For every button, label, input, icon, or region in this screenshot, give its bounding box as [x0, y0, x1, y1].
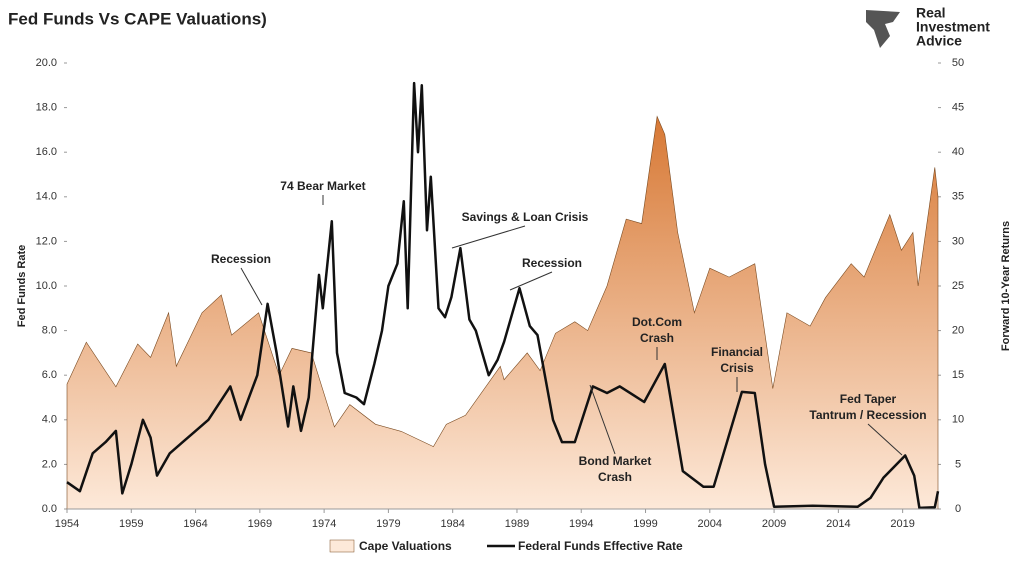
- y2-tick-label: 35: [952, 191, 964, 203]
- annotation-pointer: [451, 225, 526, 249]
- x-tick-label: 1984: [440, 518, 464, 530]
- x-tick-label: 1974: [312, 518, 336, 530]
- x-tick-label: 1964: [183, 518, 207, 530]
- y2-tick-label: 50: [952, 57, 964, 69]
- logo-text: Real: [916, 5, 946, 21]
- y-tick-label: 4.0: [42, 414, 57, 426]
- legend-swatch: [329, 539, 355, 553]
- annotation: Bond Market: [579, 454, 652, 468]
- x-tick-label: 2004: [698, 518, 722, 530]
- x-tick-label: 1989: [505, 518, 529, 530]
- y2-tick-label: 10: [952, 414, 964, 426]
- y-tick-label: 6.0: [42, 369, 57, 381]
- y-tick-label: 18.0: [36, 102, 57, 114]
- y-tick-label: 2.0: [42, 458, 57, 470]
- annotation-pointer: [509, 271, 553, 291]
- annotation: Crash: [598, 470, 632, 484]
- legend-label: Federal Funds Effective Rate: [518, 539, 683, 553]
- y2-tick-label: 5: [955, 458, 961, 470]
- annotation: Recession: [522, 256, 582, 270]
- annotation: Fed Taper: [840, 392, 897, 406]
- y-tick-label: 0.0: [42, 503, 57, 515]
- annotation: Recession: [211, 252, 271, 266]
- annotation: Tantrum / Recession: [809, 408, 926, 422]
- y-tick-label: 12.0: [36, 235, 57, 247]
- y2-axis-label: Forward 10-Year Returns: [1000, 221, 1012, 351]
- y2-tick-label: 0: [955, 503, 961, 515]
- logo-text: Investment: [916, 19, 990, 35]
- y-tick-label: 8.0: [42, 325, 57, 337]
- x-tick-label: 1959: [119, 518, 143, 530]
- x-tick-label: 1979: [376, 518, 400, 530]
- annotation-pointer: [867, 423, 903, 456]
- x-tick-label: 2014: [826, 518, 850, 530]
- annotation: Financial: [711, 345, 763, 359]
- x-tick-label: 1954: [55, 518, 79, 530]
- annotation: Crisis: [720, 361, 754, 375]
- y2-tick-label: 45: [952, 102, 964, 114]
- x-tick-label: 2019: [890, 518, 914, 530]
- logo-text: Advice: [916, 33, 962, 49]
- annotation: Dot.Com: [632, 315, 682, 329]
- y2-tick-label: 40: [952, 146, 964, 158]
- x-tick-label: 1994: [569, 518, 593, 530]
- y2-tick-label: 25: [952, 280, 964, 292]
- chart-title: Fed Funds Vs CAPE Valuations): [8, 9, 267, 28]
- line: [66, 81, 940, 510]
- y-axis-label: Fed Funds Rate: [16, 245, 28, 328]
- annotation-pointer: [589, 384, 616, 455]
- y-tick-label: 14.0: [36, 191, 57, 203]
- y-tick-label: 16.0: [36, 146, 57, 158]
- logo: Real Investment Advice: [866, 5, 990, 49]
- x-tick-label: 2009: [762, 518, 786, 530]
- annotation: 74 Bear Market: [280, 179, 365, 193]
- annotation-pointer: [240, 267, 263, 306]
- y-tick-label: 20.0: [36, 57, 57, 69]
- annotation: Savings & Loan Crisis: [462, 210, 589, 224]
- legend-label: Cape Valuations: [359, 539, 452, 553]
- area: [66, 115, 939, 510]
- annotation: Crash: [640, 331, 674, 345]
- y2-tick-label: 20: [952, 325, 964, 337]
- y2-tick-label: 30: [952, 235, 964, 247]
- y2-tick-label: 15: [952, 369, 964, 381]
- y-tick-label: 10.0: [36, 280, 57, 292]
- x-tick-label: 1969: [248, 518, 272, 530]
- x-tick-label: 1999: [633, 518, 657, 530]
- logo-icon: [866, 10, 900, 48]
